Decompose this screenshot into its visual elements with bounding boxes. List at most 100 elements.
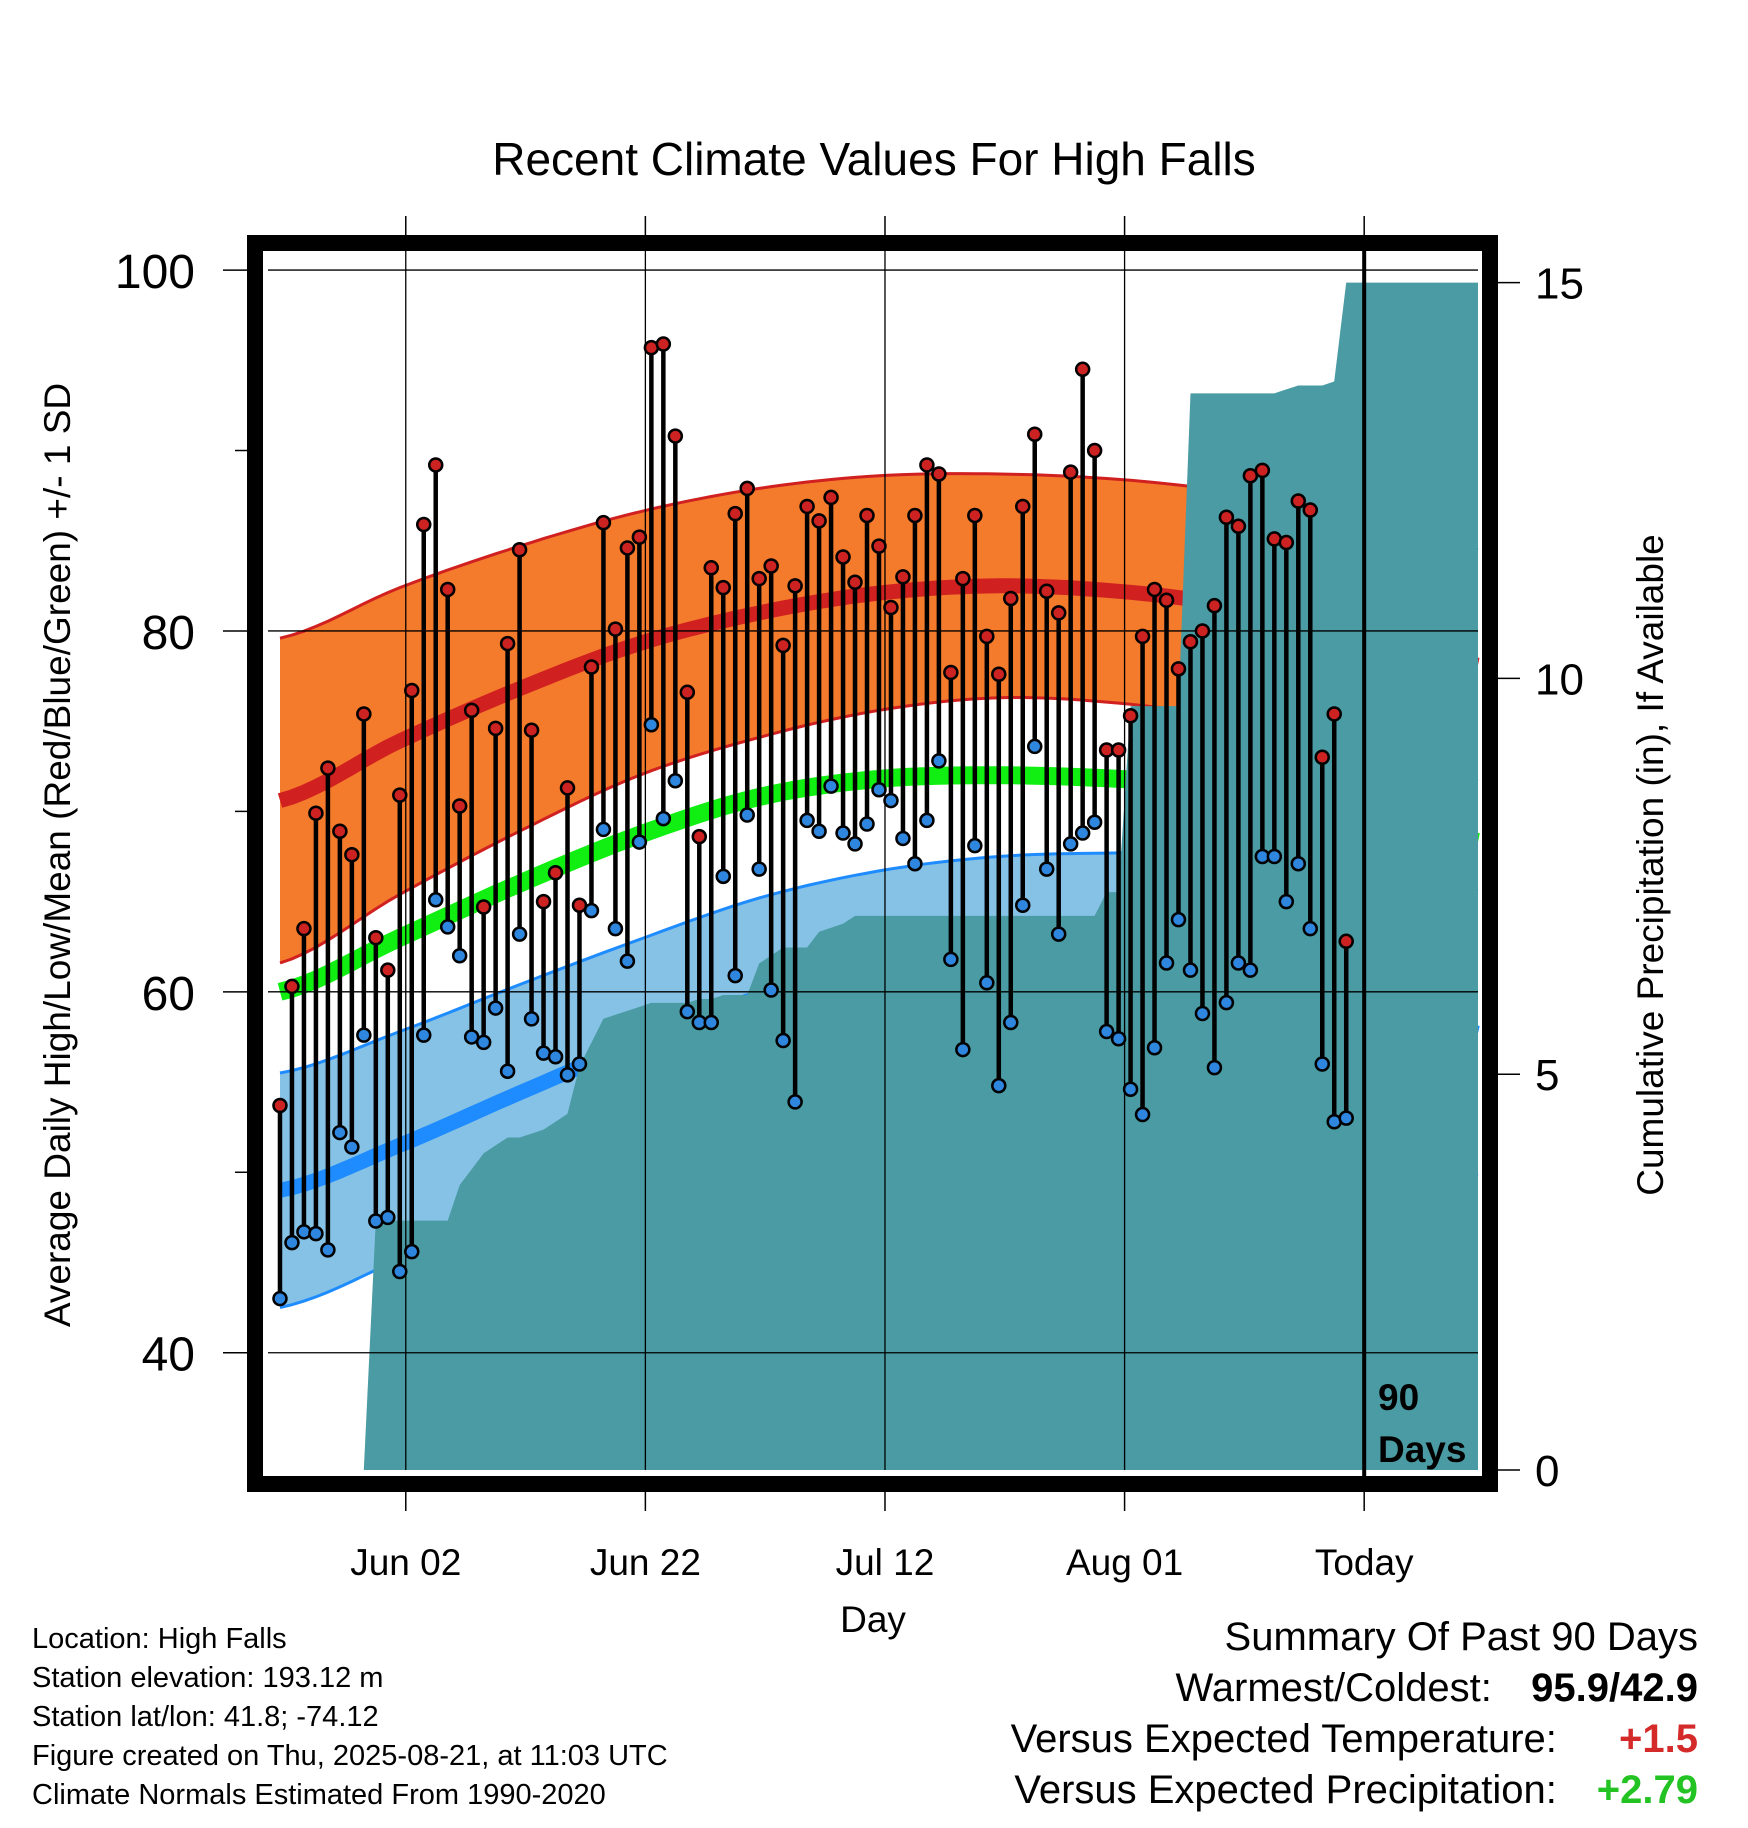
daily-low-point	[356, 1027, 372, 1043]
y2-axis-label: Cumulative Precipitation (in), If Availa…	[1630, 534, 1671, 1196]
plot-area	[268, 243, 1480, 1484]
daily-high-point	[775, 637, 791, 654]
daily-high-point	[356, 706, 372, 722]
daily-high-point	[427, 457, 444, 473]
daily-high-point	[1338, 933, 1354, 950]
daily-low-point	[1218, 994, 1235, 1011]
y-tick-label: 80	[142, 607, 195, 660]
daily-low-point	[583, 902, 600, 919]
daily-high-point	[1182, 634, 1199, 650]
daily-high-point	[835, 549, 851, 565]
daily-low-point	[308, 1225, 324, 1242]
daily-high-point	[523, 722, 540, 738]
daily-high-point	[344, 846, 360, 863]
daily-high-point	[499, 635, 516, 652]
daily-low-point	[727, 967, 743, 984]
chart-title: Recent Climate Values For High Falls	[492, 133, 1256, 185]
summary-precip: Versus Expected Precipitation: +2.79	[1011, 1765, 1698, 1816]
summary-panel: Summary Of Past 90 Days Warmest/Coldest:…	[1011, 1612, 1698, 1816]
figure-created: Figure created on Thu, 2025-08-21, at 11…	[32, 1740, 668, 1772]
daily-low-point	[799, 812, 815, 829]
daily-low-point	[643, 717, 660, 733]
daily-low-point	[607, 920, 624, 937]
summary-warm-cold: Warmest/Coldest: 95.9/42.9	[1011, 1663, 1699, 1714]
daily-high-point	[308, 805, 324, 821]
daily-high-point	[1122, 708, 1139, 724]
daily-low-point	[1206, 1059, 1223, 1076]
daily-low-point	[991, 1077, 1007, 1094]
daily-low-point	[907, 855, 923, 872]
daily-low-point	[439, 919, 456, 935]
daily-low-point	[320, 1242, 336, 1258]
daily-low-point	[739, 807, 755, 823]
daily-high-point	[919, 457, 935, 473]
daily-high-point	[475, 899, 492, 915]
daily-low-point	[595, 821, 612, 838]
daily-high-point	[883, 599, 899, 616]
daily-high-point	[943, 664, 959, 681]
summary-temp: Versus Expected Temperature: +1.5	[1011, 1714, 1698, 1765]
daily-high-point	[547, 864, 564, 881]
daily-high-point	[487, 720, 504, 737]
daily-low-point	[404, 1243, 420, 1260]
temp-anomaly-value: +1.5	[1619, 1717, 1698, 1761]
climate-normals-note: Climate Normals Estimated From 1990-2020	[32, 1779, 606, 1811]
station-location: Location: High Falls	[32, 1623, 287, 1655]
daily-low-point	[1194, 1005, 1211, 1022]
daily-high-point	[967, 507, 983, 524]
daily-high-point	[871, 538, 887, 554]
station-info: Location: High Falls Station elevation: …	[32, 1620, 668, 1815]
daily-high-point	[1074, 361, 1091, 378]
daily-high-point	[1290, 493, 1307, 509]
daily-high-point	[847, 574, 863, 590]
x-tick-label: Jun 02	[350, 1542, 461, 1583]
daily-low-point	[344, 1139, 360, 1155]
daily-low-point	[1134, 1106, 1151, 1123]
precip-label: Versus Expected Precipitation:	[1014, 1768, 1557, 1812]
daily-high-point	[451, 798, 468, 814]
daily-low-point	[1302, 920, 1319, 937]
daily-high-point	[787, 578, 803, 594]
daily-high-point	[991, 666, 1007, 683]
daily-high-point	[1230, 518, 1247, 535]
daily-high-point	[1086, 442, 1103, 459]
daily-high-point	[511, 542, 528, 558]
today-marker-label: 90	[1378, 1377, 1419, 1418]
daily-low-point	[871, 781, 887, 798]
x-tick-label: Jul 12	[836, 1542, 935, 1583]
daily-low-point	[272, 1290, 288, 1307]
daily-low-point	[451, 947, 468, 964]
y2-tick-label: 10	[1535, 655, 1584, 704]
daily-low-point	[1050, 926, 1067, 942]
x-axis-label: Day	[840, 1599, 906, 1640]
daily-low-point	[1266, 848, 1283, 865]
daily-low-point	[811, 823, 827, 839]
daily-low-point	[775, 1032, 791, 1049]
daily-high-point	[284, 978, 300, 995]
daily-low-point	[883, 792, 899, 809]
daily-low-point	[751, 861, 767, 877]
daily-low-point	[1170, 911, 1187, 928]
daily-low-point	[1038, 861, 1055, 877]
y-tick-label: 100	[115, 246, 195, 299]
daily-high-point	[368, 929, 384, 946]
temp-label: Versus Expected Temperature:	[1010, 1717, 1557, 1761]
daily-high-point	[727, 505, 743, 522]
daily-high-point	[1278, 534, 1295, 551]
daily-high-point	[895, 569, 911, 585]
axes: 40 60 80 100 0 5 10 15 Jun 02 Jun 22 Jul 12 Aug 01 T…	[115, 216, 1584, 1583]
daily-low-point	[619, 953, 636, 969]
daily-high-point	[595, 514, 612, 531]
daily-high-point	[463, 702, 480, 719]
daily-low-point	[895, 830, 911, 847]
daily-high-point	[859, 507, 875, 524]
daily-high-point	[404, 682, 420, 699]
daily-low-point	[1122, 1081, 1139, 1098]
y2-tick-label: 5	[1535, 1051, 1559, 1100]
daily-high-point	[931, 466, 947, 482]
y2-tick-label: 15	[1535, 260, 1584, 309]
y-tick-label: 60	[142, 968, 195, 1021]
daily-high-point	[1254, 462, 1271, 479]
x-tick-label: Jun 22	[590, 1542, 701, 1583]
plot-frame	[247, 235, 1498, 1492]
